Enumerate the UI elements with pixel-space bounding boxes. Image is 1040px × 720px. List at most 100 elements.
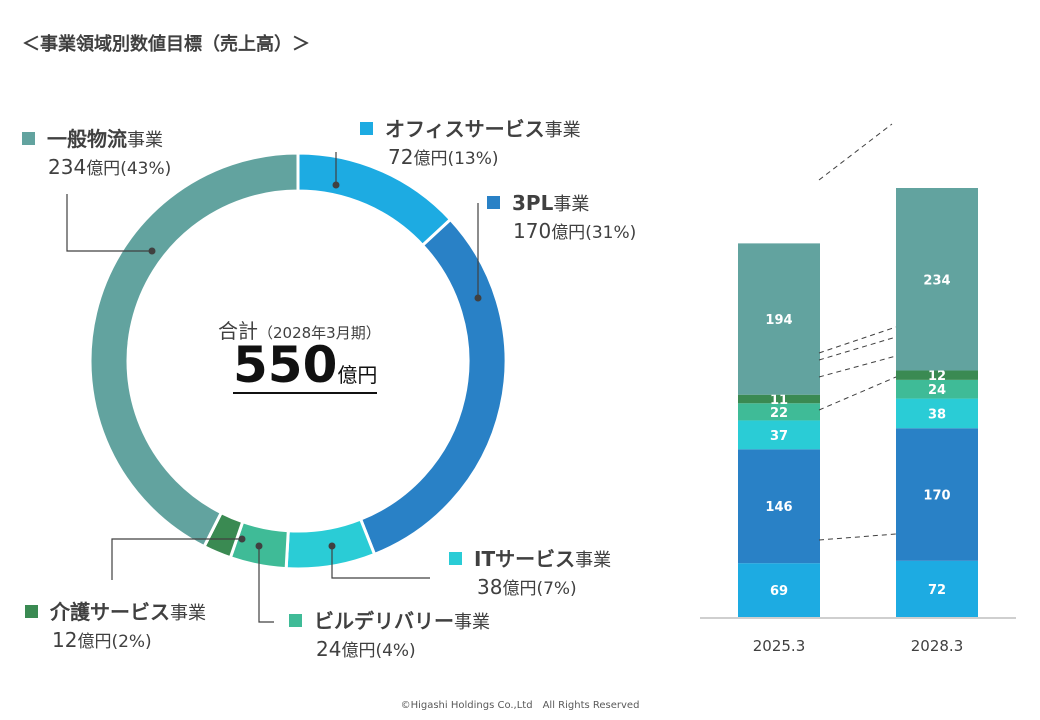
label-threepl: 3PL事業 170億円(31%) <box>487 190 636 243</box>
bar-connector-dash <box>818 123 893 181</box>
bar-value-label: 11 <box>770 393 788 408</box>
label-it: ITサービス事業 38億円(7%) <box>449 543 611 599</box>
bar-value-label: 170 <box>923 489 950 504</box>
bar-category-label: 2028.3 <box>911 637 964 655</box>
label-pct: (43%) <box>120 159 172 179</box>
leader-dot <box>332 181 340 189</box>
label-pct: (7%) <box>536 579 577 599</box>
legend-swatch-biru <box>289 614 302 627</box>
label-pct: (4%) <box>375 641 416 661</box>
bar-segment <box>738 420 820 450</box>
label-kaigo: 介護サービス事業 12億円(2%) <box>25 596 206 652</box>
label-value: 72 <box>388 145 414 169</box>
bar-value-label: 37 <box>770 429 788 444</box>
total-caption-text: 合計 <box>218 319 258 343</box>
bar-value-label: 12 <box>928 369 946 384</box>
label-value: 24 <box>316 637 342 661</box>
leader-line <box>258 546 274 623</box>
legend-swatch-office <box>360 122 373 135</box>
bar-segment <box>896 398 978 429</box>
bar-connector-dash <box>818 376 897 411</box>
label-value: 38 <box>477 575 503 599</box>
bar-segment <box>738 403 820 421</box>
label-value: 234 <box>48 155 87 179</box>
bar-value-label: 72 <box>928 583 946 598</box>
bar-value-label: 24 <box>928 383 946 398</box>
legend-swatch-threepl <box>487 196 500 209</box>
page-title: ＜事業領域別数値目標（売上高）＞ <box>22 34 310 55</box>
leader-dot <box>255 542 263 550</box>
label-suffix: 事業 <box>553 194 590 215</box>
label-suffix: 事業 <box>127 130 163 151</box>
total-value: 550億円 <box>233 340 378 394</box>
bar-segment <box>738 563 820 617</box>
bar-connector-dash <box>818 355 897 378</box>
bar-segment <box>738 449 820 564</box>
label-butsuryu: 一般物流事業 234億円(43%) <box>22 123 171 179</box>
label-pct: (2%) <box>111 632 152 652</box>
bar-value-label: 234 <box>923 273 950 288</box>
label-unit: 億円 <box>502 579 537 599</box>
label-name: オフィスサービス <box>385 117 545 141</box>
bar-value-label: 194 <box>765 313 792 328</box>
label-value-line: 170億円(31%) <box>513 218 636 243</box>
label-suffix: 事業 <box>454 612 490 633</box>
bar-value-label: 38 <box>928 407 946 422</box>
label-unit: 億円 <box>341 641 376 661</box>
label-name: 3PL <box>512 191 554 215</box>
bar-connector-dash <box>818 326 897 354</box>
bar-category-label: 2025.3 <box>753 637 806 655</box>
bar-connector-dash <box>818 533 897 541</box>
label-value: 12 <box>52 628 78 652</box>
label-unit: 億円 <box>551 223 586 243</box>
label-value-line: 12億円(2%) <box>52 627 206 652</box>
label-unit: 億円 <box>413 149 448 169</box>
bar-segment <box>738 243 820 395</box>
donut-slice <box>358 217 508 557</box>
leader-dot <box>474 294 482 302</box>
bar-segment <box>896 560 978 617</box>
label-suffix: 事業 <box>575 550 612 571</box>
bar-value-label: 22 <box>770 406 788 421</box>
total-period: （2028年3月期） <box>258 324 381 342</box>
total-unit: 億円 <box>337 363 378 387</box>
leader-line <box>111 538 242 580</box>
total-number: 550 <box>233 336 338 394</box>
label-name: 一般物流 <box>47 127 127 151</box>
label-name: 介護サービス <box>50 600 170 624</box>
leader-dot <box>328 542 336 550</box>
label-pct: (31%) <box>585 223 637 243</box>
legend-swatch-butsuryu <box>22 132 35 145</box>
bar-segment <box>738 394 820 404</box>
leader-line <box>66 194 152 252</box>
label-value-line: 24億円(4%) <box>316 636 490 661</box>
bar-segment <box>896 188 978 371</box>
label-biru: ビルデリバリー事業 24億円(4%) <box>289 605 490 661</box>
total-caption: 合計（2028年3月期） <box>218 315 381 344</box>
leader-dot <box>238 535 246 543</box>
label-unit: 億円 <box>77 632 112 652</box>
leader-dot <box>148 247 156 255</box>
legend-swatch-it <box>449 552 462 565</box>
copyright-footer: ©Higashi Holdings Co.,Ltd All Rights Res… <box>400 700 640 711</box>
legend-swatch-kaigo <box>25 605 38 618</box>
label-pct: (13%) <box>447 149 499 169</box>
bar-segment <box>896 428 978 561</box>
label-name: ITサービス <box>474 547 576 571</box>
label-name: ビルデリバリー <box>314 609 454 633</box>
label-value-line: 234億円(43%) <box>48 154 171 179</box>
bar-segment <box>896 379 978 399</box>
label-value-line: 38億円(7%) <box>477 574 611 599</box>
label-suffix: 事業 <box>544 120 581 141</box>
bar-value-label: 69 <box>770 584 788 599</box>
label-suffix: 事業 <box>170 603 206 624</box>
label-value: 170 <box>513 219 552 243</box>
bar-connector-dash <box>818 336 897 361</box>
label-value-line: 72億円(13%) <box>388 144 581 169</box>
leader-line <box>331 546 430 579</box>
label-unit: 億円 <box>86 159 121 179</box>
bar-value-label: 146 <box>765 500 792 515</box>
bar-segment <box>896 370 978 380</box>
label-office: オフィスサービス事業 72億円(13%) <box>360 113 581 169</box>
